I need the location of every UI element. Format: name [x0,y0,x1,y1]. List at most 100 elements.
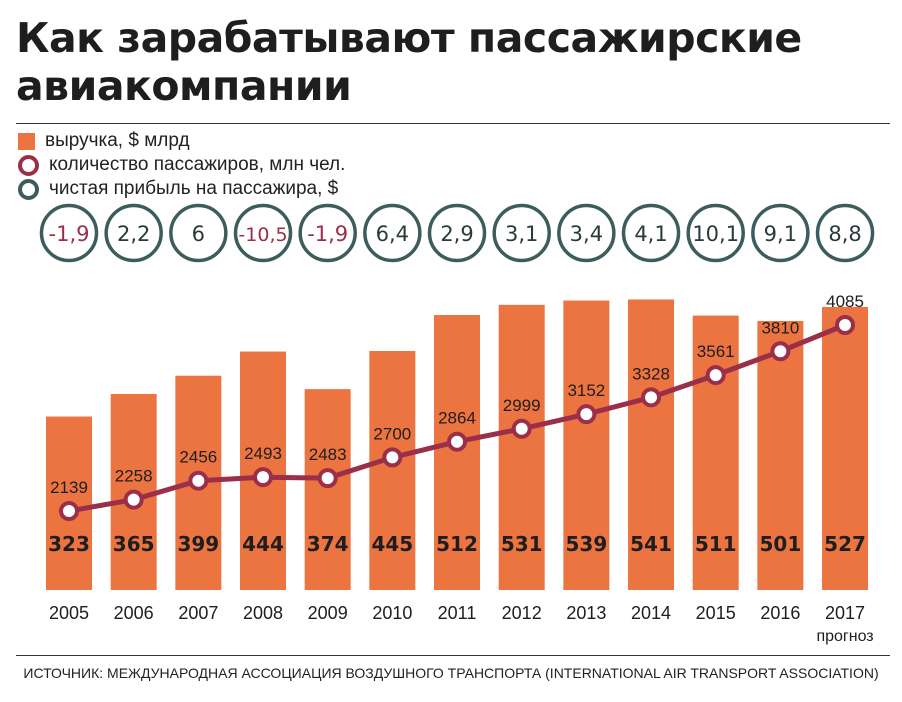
profit-circle [751,203,810,263]
legend-item-profit: чистая прибыль на пассажира, $ [18,177,345,201]
title-line-1: Как зарабатывают пассажирские [16,14,802,62]
passengers-value-label: 2999 [503,396,541,415]
year-tick-label: 2009 [308,603,348,623]
revenue-bar [434,315,481,590]
bottom-divider [16,655,890,656]
profit-circle [815,203,875,263]
revenue-bar [757,320,804,590]
profit-value-label: 2,9 [440,222,473,246]
passengers-value-label: 4085 [826,292,864,311]
revenue-value-label: 365 [113,532,155,556]
revenue-value-label: 399 [177,532,219,556]
profit-value-label: -10,5 [238,224,287,246]
title-line-2: авиакомпании [16,62,352,110]
profit-value-label: 10,1 [692,222,739,246]
source-note: ИСТОЧНИК: МЕЖДУНАРОДНАЯ АССОЦИАЦИЯ ВОЗДУ… [23,665,879,681]
revenue-bar [692,315,739,590]
revenue-bar [822,306,869,590]
revenue-value-label: 512 [436,532,478,556]
year-tick-label: 2016 [760,603,800,623]
profit-circle [104,203,163,263]
profit-value-label: 3,4 [570,222,603,246]
legend-swatch-passengers [18,154,39,176]
passengers-value-label: 3561 [697,342,735,361]
legend-label-profit: чистая прибыль на пассажира, $ [49,178,339,199]
profit-value-label: 6,4 [376,222,409,246]
profit-value-label: 9,1 [764,222,797,246]
year-tick-label: 2010 [372,603,412,623]
passengers-point [317,468,338,489]
profit-value-label: 4,1 [634,222,667,246]
revenue-value-label: 527 [824,532,866,556]
profit-value-label: -1,9 [307,222,348,246]
passengers-point [447,431,468,452]
legend: выручка, $ млрд количество пассажиров, м… [18,129,345,201]
passengers-point [123,489,144,510]
revenue-value-label: 323 [48,532,90,556]
passengers-point [576,404,597,425]
revenue-value-label: 539 [565,532,607,556]
year-tick-label: 2015 [696,603,736,623]
passengers-value-label: 3810 [761,318,799,337]
year-tick-label: 2005 [49,603,89,623]
revenue-bar [369,351,416,590]
revenue-bar [304,389,351,590]
profit-circle [427,203,487,263]
revenue-bar [498,304,545,590]
legend-swatch-profit [18,178,39,200]
passengers-point [253,467,274,488]
year-tick-label: 2006 [114,603,154,623]
revenue-value-label: 374 [307,532,349,556]
passengers-value-label: 2700 [373,424,411,443]
passengers-value-label: 2483 [309,445,347,464]
forecast-note: прогноз [816,628,873,645]
legend-label-revenue: выручка, $ млрд [45,130,190,151]
revenue-value-label: 541 [630,532,672,556]
profit-circle [169,203,228,263]
legend-swatch-revenue [18,132,35,150]
passengers-value-label: 3328 [632,364,670,383]
year-tick-label: 2012 [502,603,542,623]
profit-circle [39,203,99,263]
passengers-value-label: 2139 [50,478,88,497]
year-tick-label: 2007 [178,603,218,623]
chart: 323 365 399 444 374 445 512 531 539 541 511 501 527 2… [39,203,875,645]
profit-value-label: -1,9 [49,222,90,246]
passengers-point [382,447,403,468]
profit-value-label: 3,1 [505,222,538,246]
profit-value-label: 6 [192,222,205,246]
revenue-value-label: 511 [695,532,737,556]
passengers-value-label: 2864 [438,409,476,428]
year-tick-label: 2017 [825,603,865,623]
profit-value-label: 8,8 [828,222,861,246]
passengers-point [641,387,662,408]
profit-circle [557,203,616,263]
passengers-value-label: 3152 [567,381,605,400]
legend-item-passengers: количество пассажиров, млн чел. [18,153,345,177]
passengers-value-label: 2456 [179,448,217,467]
profit-circle [621,203,681,263]
revenue-value-label: 445 [371,532,413,556]
passengers-point [835,315,856,335]
legend-label-passengers: количество пассажиров, млн чел. [49,154,346,175]
profit-circle [686,203,745,263]
profit-circle [233,203,293,263]
passengers-point [511,418,532,439]
year-tick-label: 2008 [243,603,283,623]
passengers-point [59,501,79,521]
profit-circle [492,203,551,263]
year-tick-label: 2013 [566,603,606,623]
top-divider [16,123,890,124]
revenue-value-label: 501 [759,532,801,556]
revenue-bar [563,300,610,590]
legend-item-revenue: выручка, $ млрд [18,129,345,153]
revenue-value-label: 444 [242,532,284,556]
passengers-value-label: 2493 [244,444,282,463]
passengers-value-label: 2258 [115,467,153,486]
profit-circle [298,203,357,263]
year-tick-label: 2014 [631,603,671,623]
passengers-point [770,341,791,362]
revenue-bar [628,299,675,590]
revenue-value-label: 531 [501,532,543,556]
passengers-point [188,470,209,491]
